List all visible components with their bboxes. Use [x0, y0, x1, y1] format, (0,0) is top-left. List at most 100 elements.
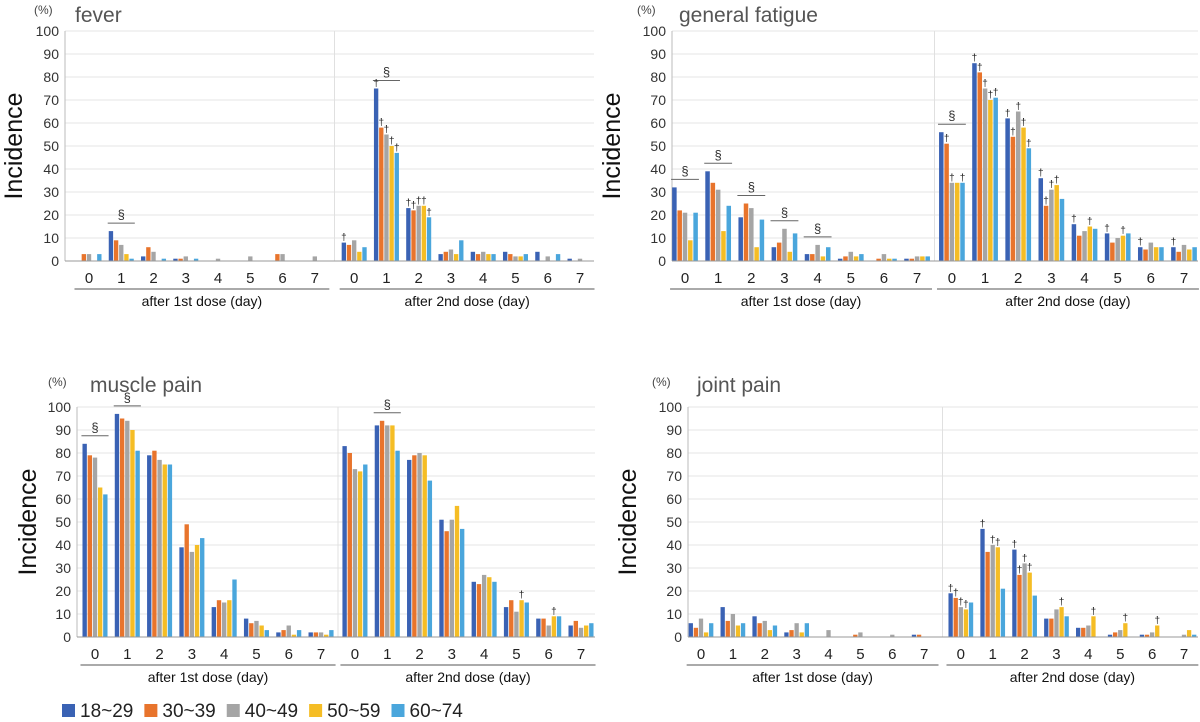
- bar: [394, 152, 399, 261]
- bar: [503, 607, 509, 637]
- y-tick-label: 40: [650, 161, 666, 177]
- x-tick-label: 0: [85, 270, 93, 287]
- dagger-mark: †: [421, 196, 427, 207]
- bar: [1054, 609, 1059, 637]
- legend-label: 50~59: [327, 701, 380, 722]
- y-tick-label: 60: [43, 115, 59, 131]
- x-tick-label: 7: [1180, 270, 1188, 287]
- dagger-mark: †: [1154, 616, 1160, 627]
- y-tick-label: 80: [43, 69, 59, 85]
- bar: [804, 623, 809, 637]
- bar: [1049, 618, 1054, 637]
- bar: [890, 634, 895, 637]
- y-tick-label: 10: [650, 230, 666, 246]
- legend-label: 30~39: [162, 701, 215, 722]
- bar: [535, 251, 540, 261]
- bar: [1120, 235, 1126, 261]
- bar: [909, 258, 915, 261]
- dagger-mark: †: [1123, 613, 1129, 624]
- y-tick-label: 100: [36, 23, 60, 39]
- bar: [324, 634, 329, 637]
- y-tick-label: 80: [666, 445, 682, 461]
- bar: [1076, 627, 1081, 637]
- bar: [799, 632, 804, 637]
- bar: [672, 187, 677, 261]
- bar: [776, 242, 782, 261]
- x-tick-label: 1: [382, 270, 390, 287]
- y-tick-label: 50: [55, 514, 71, 530]
- y-tick-label: 50: [666, 514, 682, 530]
- bar: [916, 634, 922, 637]
- y-tick-label: 100: [643, 23, 667, 39]
- y-tick-label: 0: [51, 253, 59, 269]
- x-tick-label: 6: [888, 646, 896, 663]
- y-tick-label: 100: [48, 399, 72, 415]
- dagger-mark: †: [960, 173, 966, 184]
- bar: [1192, 247, 1197, 261]
- y-tick-label: 20: [55, 583, 71, 599]
- y-tick-label: 30: [55, 560, 71, 576]
- legend: 18~29 30~39 40~49 50~59 60~74: [62, 701, 463, 722]
- group-label: after 2nd dose (day): [1005, 293, 1130, 309]
- bar: [179, 547, 184, 637]
- dagger-mark: †: [1043, 196, 1049, 207]
- bar: [1043, 205, 1049, 261]
- bar: [677, 210, 682, 261]
- legend-swatch: [226, 704, 240, 717]
- dagger-mark: †: [1120, 226, 1126, 237]
- x-tick-label: 4: [1080, 270, 1088, 287]
- bar: [551, 616, 557, 637]
- bar: [1010, 136, 1016, 261]
- chart-title: joint pain: [696, 374, 781, 397]
- bar: [1049, 189, 1054, 261]
- bar: [124, 254, 129, 261]
- bar: [859, 254, 864, 261]
- x-tick-label: 3: [780, 270, 788, 287]
- y-tick-label: 10: [43, 230, 59, 246]
- bar: [416, 205, 421, 261]
- dagger-mark: †: [416, 196, 422, 207]
- x-tick-label: 3: [448, 646, 456, 663]
- x-tick-label: 7: [577, 646, 585, 663]
- bar: [703, 632, 709, 637]
- dagger-mark: †: [988, 90, 994, 101]
- bar: [312, 256, 318, 261]
- x-tick-label: 2: [415, 646, 423, 663]
- y-tick-label: 40: [666, 537, 682, 553]
- dagger-mark: †: [977, 62, 983, 73]
- bar: [87, 455, 93, 637]
- x-tick-label: 0: [681, 270, 689, 287]
- bar: [740, 623, 746, 637]
- bar: [709, 623, 714, 637]
- bar: [389, 146, 394, 261]
- x-tick-label: 3: [1047, 270, 1055, 287]
- bar: [843, 256, 848, 261]
- x-tick-label: 0: [350, 270, 358, 287]
- bar: [1171, 247, 1176, 261]
- bar: [108, 231, 114, 261]
- dagger-mark: †: [1104, 223, 1110, 234]
- bar: [275, 254, 280, 261]
- group-label: after 2nd dose (day): [1010, 669, 1135, 685]
- bar: [513, 256, 518, 261]
- bar: [438, 254, 443, 261]
- bar: [1022, 563, 1027, 637]
- y-tick-label: 90: [650, 46, 666, 62]
- bar: [826, 630, 831, 637]
- bar: [385, 425, 390, 637]
- bar: [184, 524, 189, 637]
- dagger-mark: †: [1054, 175, 1060, 186]
- y-tick-label: 50: [650, 138, 666, 154]
- bar: [567, 258, 572, 261]
- y-tick-label: 20: [43, 207, 59, 223]
- significance-mark: §: [748, 180, 755, 195]
- bar: [406, 208, 411, 261]
- y-tick-label: 50: [43, 138, 59, 154]
- dagger-mark: †: [519, 590, 525, 601]
- bar: [545, 256, 550, 261]
- x-tick-label: 5: [1116, 646, 1124, 663]
- x-tick-label: 1: [981, 270, 989, 287]
- x-tick-label: 4: [214, 270, 222, 287]
- x-tick-label: 2: [415, 270, 423, 287]
